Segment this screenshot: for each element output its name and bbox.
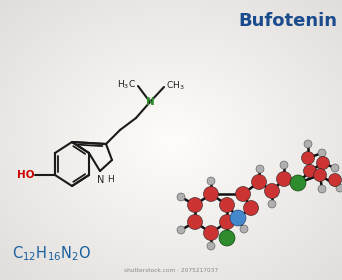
Circle shape bbox=[318, 149, 326, 157]
Circle shape bbox=[244, 200, 259, 216]
Circle shape bbox=[304, 140, 312, 148]
Circle shape bbox=[256, 165, 264, 173]
Circle shape bbox=[276, 171, 291, 186]
Circle shape bbox=[336, 184, 342, 192]
Text: HO: HO bbox=[16, 170, 34, 180]
Circle shape bbox=[318, 185, 326, 193]
Text: $\mathsf{C_{12}H_{16}N_2O}$: $\mathsf{C_{12}H_{16}N_2O}$ bbox=[12, 244, 91, 263]
Circle shape bbox=[236, 186, 250, 202]
Circle shape bbox=[187, 197, 202, 213]
Text: $\mathrm{CH_3}$: $\mathrm{CH_3}$ bbox=[166, 80, 185, 92]
Circle shape bbox=[316, 157, 329, 169]
Circle shape bbox=[264, 183, 279, 199]
Circle shape bbox=[280, 161, 288, 169]
Text: $\mathrm{H_3C}$: $\mathrm{H_3C}$ bbox=[117, 79, 136, 91]
Circle shape bbox=[177, 193, 185, 201]
Circle shape bbox=[329, 174, 342, 186]
Text: Bufotenin: Bufotenin bbox=[238, 12, 337, 30]
Circle shape bbox=[268, 200, 276, 208]
Text: shutterstock.com · 2075217037: shutterstock.com · 2075217037 bbox=[124, 268, 218, 273]
Circle shape bbox=[251, 174, 266, 190]
Circle shape bbox=[207, 242, 215, 250]
Text: N: N bbox=[97, 175, 105, 185]
Circle shape bbox=[220, 197, 235, 213]
Circle shape bbox=[302, 151, 315, 165]
Circle shape bbox=[219, 230, 235, 246]
Circle shape bbox=[220, 214, 235, 230]
Circle shape bbox=[240, 225, 248, 233]
Circle shape bbox=[203, 186, 219, 202]
Text: N: N bbox=[146, 97, 154, 107]
Circle shape bbox=[331, 164, 339, 172]
Text: H: H bbox=[107, 176, 114, 185]
Circle shape bbox=[314, 169, 327, 181]
Circle shape bbox=[230, 210, 246, 226]
Circle shape bbox=[177, 226, 185, 234]
Circle shape bbox=[290, 175, 306, 191]
Circle shape bbox=[303, 165, 316, 178]
Circle shape bbox=[203, 225, 219, 241]
Circle shape bbox=[207, 177, 215, 185]
Circle shape bbox=[187, 214, 202, 230]
